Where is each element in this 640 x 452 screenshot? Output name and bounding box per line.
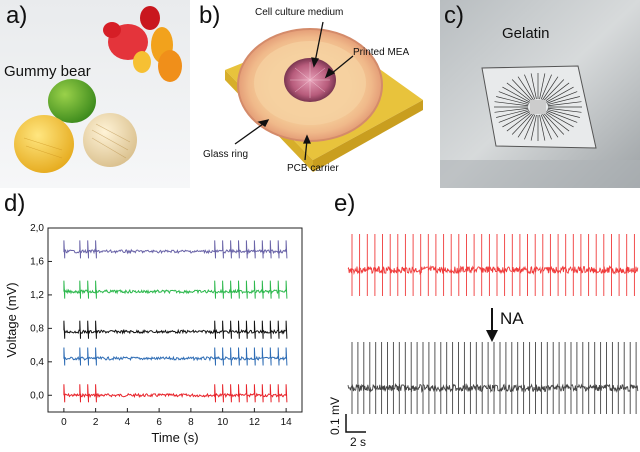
voltage-trace-2	[63, 320, 288, 339]
y-tick-label: 1,6	[30, 256, 44, 267]
gelatin-caption: Gelatin	[502, 25, 550, 42]
x-tick-label: 6	[156, 417, 162, 428]
x-tick-label: 4	[125, 417, 131, 428]
voltage-trace-3	[63, 280, 288, 299]
voltage-trace-0	[63, 384, 288, 403]
trace-after	[347, 342, 639, 414]
gelatin-mea-photo	[440, 0, 640, 188]
voltage-trace-4	[63, 240, 288, 259]
x-tick-label: 10	[217, 417, 229, 428]
voltage-trace-1	[63, 347, 288, 366]
na-treatment-label: NA	[500, 309, 524, 328]
annotation-cell-culture-medium: Cell culture medium	[255, 7, 344, 18]
panel-d: 0 2 4 6 8 10 12 14 0,0 0,4 0,8 1,2 1,6 2,0 Time (s) Vol…	[0, 192, 330, 452]
scale-bar	[345, 414, 366, 433]
y-tick-label: 1,2	[30, 290, 44, 301]
panel-a-label: a)	[6, 2, 28, 29]
annotation-pcb-carrier: PCB carrier	[287, 163, 339, 174]
panel-c-label: c)	[444, 2, 464, 29]
panel-b-label: b)	[199, 2, 221, 29]
scale-bar-voltage-label: 0.1 mV	[330, 396, 343, 436]
x-tick-label: 2	[93, 417, 99, 428]
panel-e-label: e)	[334, 192, 356, 217]
gummy-bear-caption: Gummy bear	[4, 63, 91, 80]
panel-b: b) Cell culture medium Printed MEA Glass…	[195, 0, 435, 188]
y-tick-label: 0,8	[30, 323, 44, 334]
panel-d-label: d)	[4, 192, 26, 217]
plot-frame	[47, 227, 303, 413]
x-axis-label: Time (s)	[151, 430, 198, 445]
x-tick-label: 8	[188, 417, 194, 428]
scale-bar-time-label: 2 s	[350, 435, 367, 449]
panel-a: a) Gummy bear	[0, 0, 190, 188]
annotation-printed-mea: Printed MEA	[353, 47, 410, 58]
y-tick-label: 2,0	[30, 223, 44, 234]
na-arrow-head	[486, 330, 498, 342]
x-tick-label: 12	[249, 417, 261, 428]
mea-device-photo	[195, 0, 435, 188]
x-tick-label: 14	[281, 417, 293, 428]
y-tick-label: 0,4	[30, 357, 44, 368]
panel-c: c) Gelatin	[440, 0, 640, 188]
panel-e: e) NA 0.1 mV 2 s	[330, 192, 640, 452]
y-axis-label: Voltage (mV)	[4, 282, 19, 357]
trace-before	[347, 234, 639, 296]
voltage-traces-chart: 0 2 4 6 8 10 12 14 0,0 0,4 0,8 1,2 1,6 2,0 Time (s) Vol…	[4, 223, 303, 445]
na-response-traces	[345, 234, 639, 433]
gummy-bear-photo	[0, 0, 190, 188]
y-tick-label: 0,0	[30, 390, 44, 401]
annotation-glass-ring: Glass ring	[203, 149, 249, 160]
x-tick-label: 0	[61, 417, 67, 428]
